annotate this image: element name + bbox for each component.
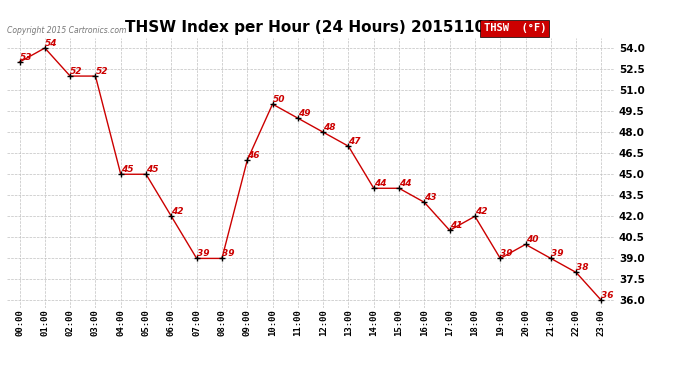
Text: 39: 39 xyxy=(222,249,235,258)
Text: 48: 48 xyxy=(323,123,335,132)
Text: 43: 43 xyxy=(424,193,437,202)
Text: 52: 52 xyxy=(95,67,108,76)
Text: 54: 54 xyxy=(45,39,57,48)
Text: 44: 44 xyxy=(399,179,411,188)
Text: 39: 39 xyxy=(197,249,209,258)
Text: 44: 44 xyxy=(374,179,386,188)
Text: THSW  (°F): THSW (°F) xyxy=(484,24,546,33)
Text: 41: 41 xyxy=(450,221,462,230)
Text: 38: 38 xyxy=(576,263,589,272)
Text: 36: 36 xyxy=(602,291,614,300)
Text: 49: 49 xyxy=(298,109,310,118)
Text: Copyright 2015 Cartronics.com: Copyright 2015 Cartronics.com xyxy=(7,26,126,35)
Text: 50: 50 xyxy=(273,95,285,104)
Text: 39: 39 xyxy=(500,249,513,258)
Text: 45: 45 xyxy=(121,165,133,174)
Text: 52: 52 xyxy=(70,67,83,76)
Text: 42: 42 xyxy=(475,207,487,216)
Text: 46: 46 xyxy=(247,151,259,160)
Text: 47: 47 xyxy=(348,137,361,146)
Text: 45: 45 xyxy=(146,165,159,174)
Text: 53: 53 xyxy=(19,53,32,62)
Text: 39: 39 xyxy=(551,249,563,258)
Title: THSW Index per Hour (24 Hours) 20151106: THSW Index per Hour (24 Hours) 20151106 xyxy=(125,20,496,35)
Text: 40: 40 xyxy=(526,236,538,244)
Text: 42: 42 xyxy=(171,207,184,216)
